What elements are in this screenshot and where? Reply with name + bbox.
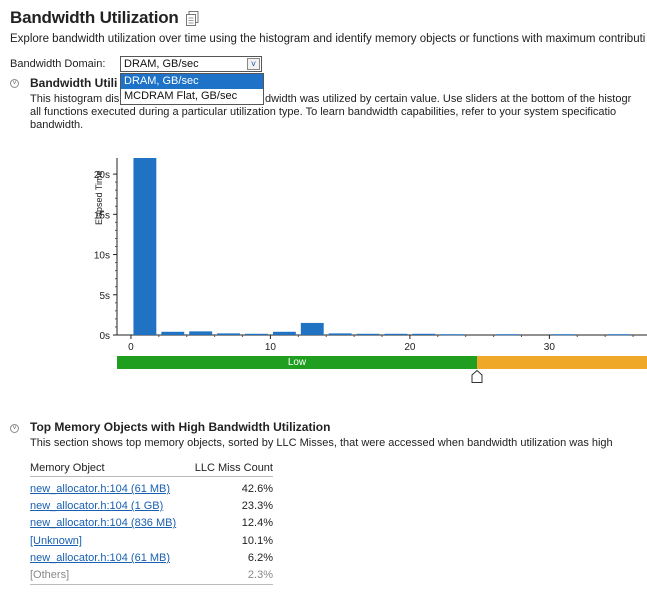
page-subtitle: Explore bandwidth utilization over time … [10,33,646,45]
memory-object-link[interactable]: [Unknown] [30,535,82,547]
memory-section-desc: This section shows top memory objects, s… [30,437,613,449]
collapse-memory-objects-icon[interactable]: ˅ [10,424,19,433]
histogram-bar [189,331,213,335]
dropdown-option-mcdram[interactable]: MCDRAM Flat, GB/sec [124,90,238,102]
memory-object-others: [Others] [30,569,70,581]
histogram-bar [328,333,352,335]
histogram-bar [440,334,464,336]
memory-object-link[interactable]: new_allocator.h:104 (61 MB) [30,483,171,495]
histogram-bar [356,333,380,335]
y-tick-label: 15s [94,210,110,221]
llc-miss-value: 2.3% [247,569,273,581]
y-tick-label: 5s [99,291,110,302]
copy-report-icon[interactable] [186,11,200,27]
histogram-bar [384,333,408,335]
histogram-bar [161,331,185,335]
histogram-section-title: Bandwidth Utili [30,76,118,90]
y-axis-label: Elapsed Time [94,170,104,225]
histogram-bar [412,333,436,335]
histogram-bar [607,334,631,336]
llc-miss-value: 6.2% [247,552,273,564]
chevron-down-icon[interactable]: ˅ [247,58,260,70]
llc-miss-value: 23.3% [241,500,273,512]
histogram-bar [245,333,268,335]
page-title: Bandwidth Utilization [10,8,179,27]
collapse-histogram-icon[interactable]: ˅ [10,79,19,88]
bandwidth-domain-select[interactable]: DRAM, GB/sec ˅ [120,56,262,72]
histogram-desc-part1: This histogram dis [30,93,120,105]
utilization-low-band: Low [117,356,477,369]
x-tick-label: 30 [544,342,556,353]
dropdown-option-dram[interactable]: DRAM, GB/sec [121,74,263,89]
llc-miss-value: 10.1% [241,535,273,547]
histogram-bar [300,322,324,335]
y-tick-label: 20s [94,170,110,181]
column-header-memory-object[interactable]: Memory Object [30,462,105,474]
memory-object-link[interactable]: new_allocator.h:104 (1 GB) [30,500,164,512]
histogram-bar [496,334,519,336]
column-header-llc-miss-count[interactable]: LLC Miss Count [194,462,273,474]
y-tick-label: 0s [99,331,110,342]
histogram-desc-line3: bandwidth. [30,119,84,131]
histogram-bar [133,158,157,335]
histogram-desc-part2: dwidth was utilized by certain value. Us… [265,93,632,105]
x-tick-label: 20 [404,342,416,353]
threshold-slider-handle[interactable] [471,370,483,383]
utilization-medium-band [477,356,647,369]
histogram-desc-line2: all functions executed during a particul… [30,106,617,118]
x-tick-label: 10 [265,342,277,353]
bandwidth-domain-value: DRAM, GB/sec [124,58,199,70]
histogram-bar [217,333,241,335]
y-tick-label: 10s [94,251,110,262]
utilization-low-label: Low [287,357,307,368]
histogram-bar [272,331,296,335]
x-tick-label: 0 [128,342,134,353]
llc-miss-value: 42.6% [241,483,273,495]
bandwidth-domain-dropdown: DRAM, GB/sec MCDRAM Flat, GB/sec [120,73,264,105]
memory-section-title: Top Memory Objects with High Bandwidth U… [30,420,331,434]
bandwidth-domain-label: Bandwidth Domain: [10,58,106,70]
table-header-divider [30,476,273,477]
memory-object-link[interactable]: new_allocator.h:104 (61 MB) [30,552,171,564]
memory-object-link[interactable]: new_allocator.h:104 (836 MB) [30,517,177,529]
llc-miss-value: 12.4% [241,517,273,529]
table-bottom-divider [30,584,273,585]
histogram-bar [551,334,575,336]
